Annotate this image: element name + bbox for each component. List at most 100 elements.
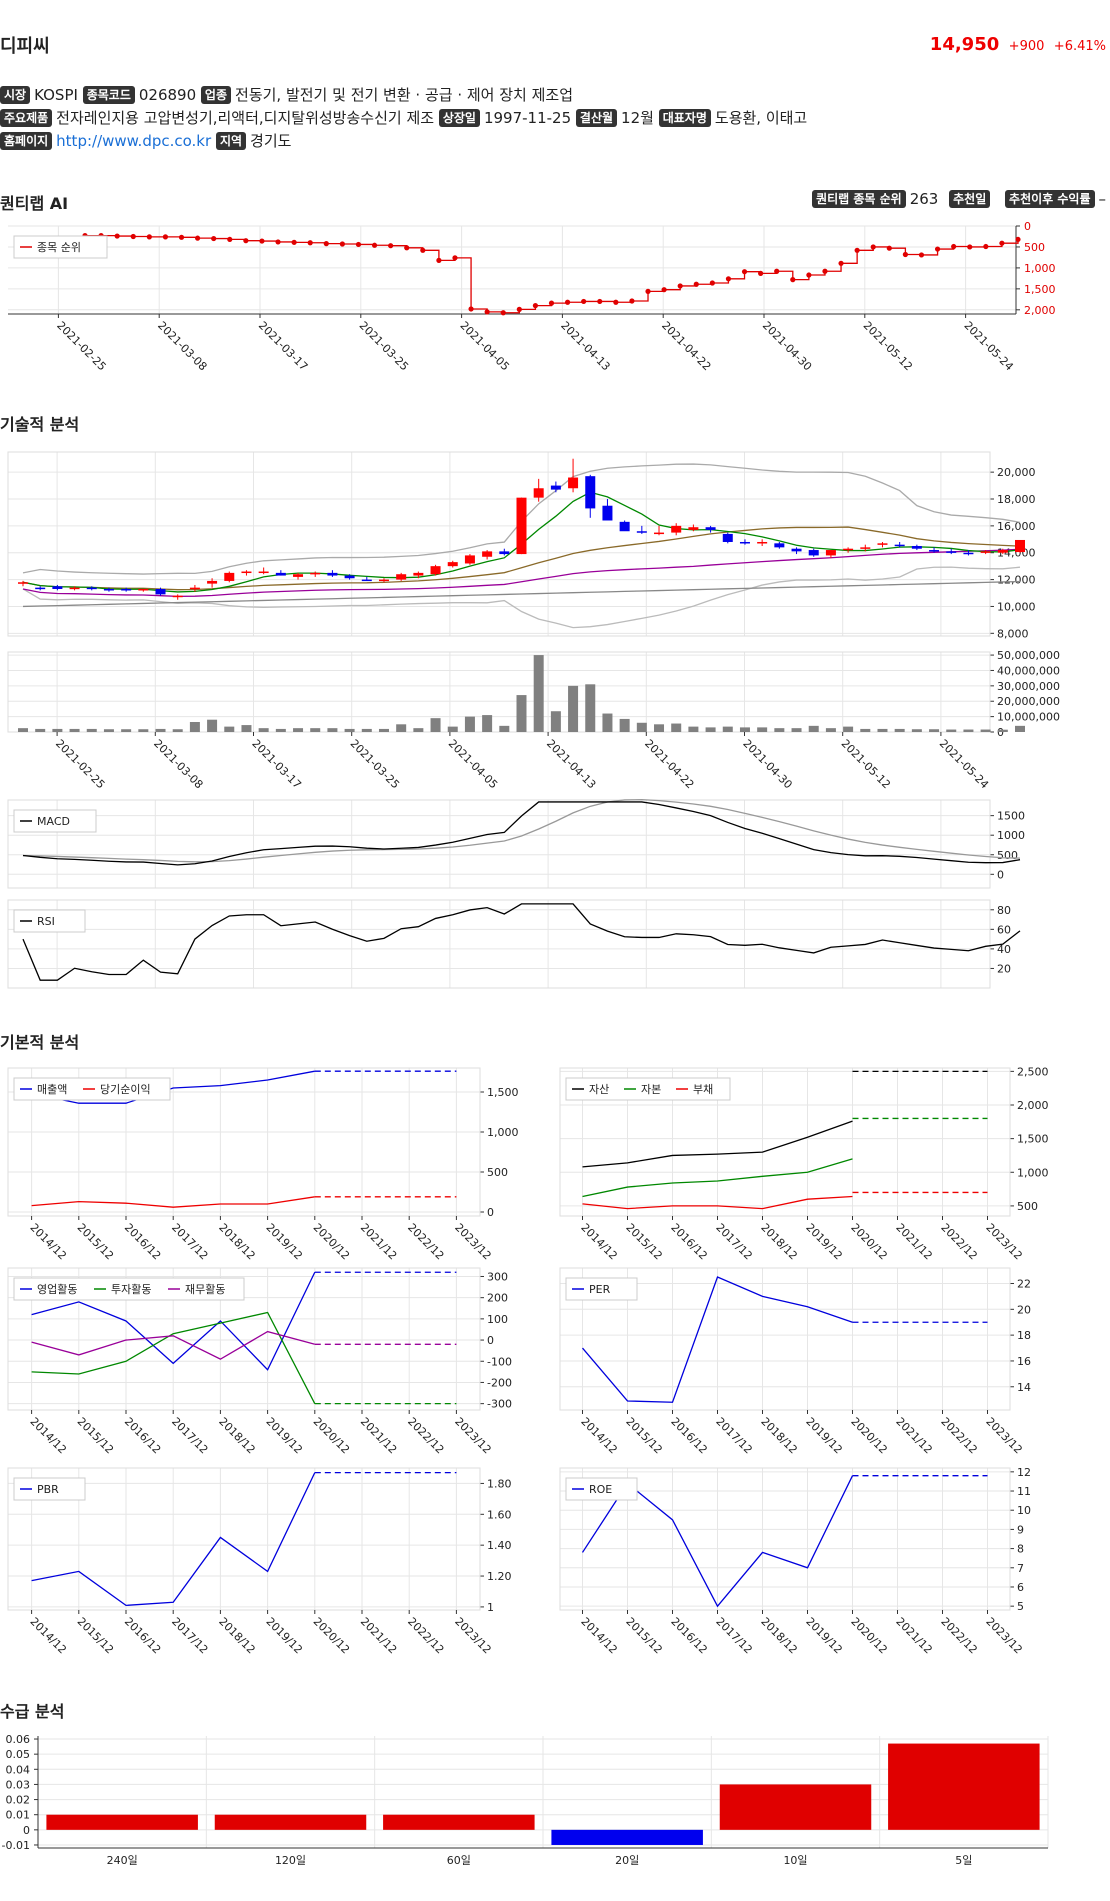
assets-xtick-label: 2014/12 xyxy=(578,1221,620,1263)
volume-chart: 0 10,000,000 20,000,000 30,000,000 40,000,00… xyxy=(7,649,1060,791)
volume-bar xyxy=(275,728,286,732)
candle-body xyxy=(550,485,561,490)
macd-ytick-label: 1500 xyxy=(997,810,1025,823)
rank-point xyxy=(1015,236,1021,243)
listed-tag: 상장일 xyxy=(438,109,480,127)
candle-body xyxy=(739,541,750,544)
pbr-xtick-label: 2021/12 xyxy=(358,1615,400,1657)
price-change: +900 xyxy=(1008,39,1045,54)
volume-bar xyxy=(739,727,750,732)
cashflow-ytick-label: 200 xyxy=(487,1292,508,1305)
candlestick-chart: 8,00010,00012,00014,00016,00018,00020,00… xyxy=(7,451,1036,640)
candle-body xyxy=(860,547,871,549)
roe-ytick-label: 11 xyxy=(1017,1485,1031,1498)
rank-point xyxy=(790,277,796,283)
volume-bar xyxy=(843,726,854,732)
rank-point xyxy=(339,241,345,247)
assets-xtick-label: 2016/12 xyxy=(668,1221,710,1263)
rsi-ytick-label: 80 xyxy=(997,904,1011,917)
roe-ytick-label: 8 xyxy=(1017,1543,1024,1556)
supply-ytick-label: 0.03 xyxy=(6,1778,31,1791)
candle-ytick-label: 18,000 xyxy=(997,493,1036,506)
candle-body xyxy=(396,574,407,580)
rank-point xyxy=(420,247,426,253)
fundamental-section-title: 기본적 분석 xyxy=(0,1033,80,1052)
candle-body xyxy=(499,551,510,555)
rsi-ytick-label: 60 xyxy=(997,923,1011,936)
cashflow-xtick-label: 2015/12 xyxy=(75,1415,117,1457)
rank-point xyxy=(516,306,522,312)
per-xtick-label: 2021/12 xyxy=(893,1415,935,1457)
volume-bar xyxy=(378,728,389,732)
rank-point xyxy=(404,245,410,251)
volume-bar xyxy=(877,728,888,732)
sales-xtick-label: 2023/12 xyxy=(452,1221,494,1263)
pbr-xtick-label: 2017/12 xyxy=(169,1615,211,1657)
assets-ytick-label: 500 xyxy=(1017,1200,1038,1213)
volume-bar xyxy=(482,715,493,732)
rank-point xyxy=(999,240,1005,246)
volume-bar xyxy=(224,726,235,732)
rank-point xyxy=(758,270,764,276)
pbr-xtick-label: 2015/12 xyxy=(75,1615,117,1657)
sales-line xyxy=(31,1196,315,1208)
volume-bar xyxy=(654,724,665,732)
candle-body xyxy=(172,595,183,598)
supply-xtick-label: 120일 xyxy=(275,1853,306,1867)
candle-body xyxy=(52,586,63,589)
volume-bar xyxy=(516,695,527,732)
volume-bar xyxy=(155,728,166,732)
product-value: 전자레인지용 고압변성기,리액터,디지탈위성방송수신기 제조 xyxy=(56,109,435,127)
listed-value: 1997-11-25 xyxy=(483,109,572,127)
candle-body xyxy=(722,533,733,542)
volume-bar xyxy=(344,728,355,732)
supply-bar xyxy=(888,1743,1040,1830)
cashflow-ytick-label: 100 xyxy=(487,1313,508,1326)
volume-bar xyxy=(791,728,802,732)
homepage-link[interactable]: http://www.dpc.co.kr xyxy=(56,132,212,150)
assets-ytick-label: 1,000 xyxy=(1017,1166,1049,1179)
volume-bar xyxy=(69,728,80,732)
rank-ytick-label: 500 xyxy=(1024,241,1045,254)
code-tag: 종목코드 xyxy=(82,86,135,104)
candle-body xyxy=(791,548,802,552)
assets-line xyxy=(582,1195,853,1210)
cashflow-xtick-label: 2017/12 xyxy=(169,1415,211,1457)
sales-line xyxy=(31,1070,315,1104)
cashflow-legend-label: 투자활동 xyxy=(111,1282,151,1296)
volume-xtick-label: 2021-05-24 xyxy=(937,737,991,791)
product-tag: 주요제품 xyxy=(0,109,53,127)
rank-point xyxy=(227,236,233,243)
cashflow-xtick-label: 2018/12 xyxy=(216,1415,258,1457)
volume-bar xyxy=(929,729,940,732)
candle-body xyxy=(121,588,132,591)
per-line xyxy=(582,1276,853,1403)
per-ytick-label: 22 xyxy=(1017,1277,1031,1290)
return-tag: 추천이후 수익률 xyxy=(1005,190,1095,208)
rank-point xyxy=(291,239,297,245)
cashflow-ytick-label: -100 xyxy=(487,1355,512,1368)
market-tag: 시장 xyxy=(0,86,31,104)
volume-bar xyxy=(911,729,922,732)
candle-body xyxy=(344,575,355,579)
volume-bar xyxy=(121,729,132,732)
pbr-xtick-label: 2016/12 xyxy=(122,1615,164,1657)
supply-section-title: 수급 분석 xyxy=(0,1702,65,1721)
volume-xtick-label: 2021-04-22 xyxy=(642,737,696,791)
candle-body xyxy=(207,580,218,584)
sales-legend-label: 매출액 xyxy=(37,1083,67,1096)
volume-bar xyxy=(602,713,613,732)
industry-value: 전동기, 발전기 및 전기 변환 · 공급 · 제어 장치 제조업 xyxy=(235,86,574,104)
volume-bar xyxy=(585,684,596,732)
candle-body xyxy=(929,550,940,552)
volume-bar xyxy=(103,729,114,732)
candle-body xyxy=(843,548,854,551)
rank-point xyxy=(532,303,539,309)
roe-ytick-label: 6 xyxy=(1017,1581,1024,1594)
supply-ytick-label: 0 xyxy=(23,1824,30,1837)
assets-ytick-label: 1,500 xyxy=(1017,1133,1049,1146)
volume-ytick-label: 40,000,000 xyxy=(997,664,1060,677)
rank-point xyxy=(388,243,394,249)
rank-point xyxy=(371,242,378,248)
macd-ytick-label: 1000 xyxy=(997,829,1025,842)
